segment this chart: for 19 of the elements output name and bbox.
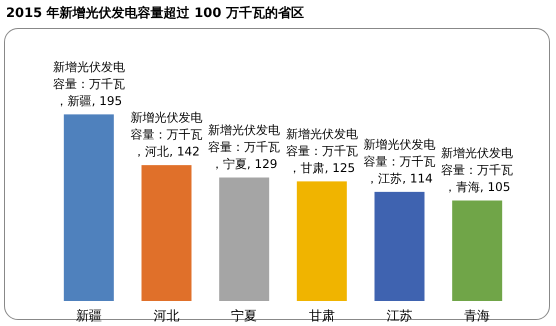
bar <box>374 192 424 301</box>
bar <box>452 200 502 301</box>
x-tick-label: 青海 <box>464 308 490 323</box>
data-label: 新增光伏发电容量：万千瓦，青海, 105 <box>441 146 514 194</box>
data-label: 新增光伏发电容量：万千瓦，宁夏, 129 <box>208 123 280 172</box>
data-label: 新增光伏发电容量：万千瓦，新疆, 195 <box>52 60 125 108</box>
x-tick-label: 宁夏 <box>231 308 258 323</box>
bar <box>64 114 114 301</box>
x-tick-label: 江苏 <box>386 308 412 323</box>
x-tick-label: 甘肃 <box>308 308 335 323</box>
chart-title: 2015 年新增光伏发电容量超过 100 万千瓦的省区 <box>6 4 304 22</box>
data-label: 新增光伏发电容量：万千瓦，甘肃, 125 <box>286 126 358 175</box>
bar <box>142 165 192 301</box>
bar <box>296 181 347 301</box>
data-label: 新增光伏发电容量：万千瓦，江苏, 114 <box>364 137 436 186</box>
x-tick-label: 新疆 <box>76 308 102 323</box>
x-tick-label: 河北 <box>154 308 180 323</box>
bar <box>219 178 270 301</box>
data-label: 新增光伏发电容量：万千瓦，河北, 142 <box>130 110 202 159</box>
